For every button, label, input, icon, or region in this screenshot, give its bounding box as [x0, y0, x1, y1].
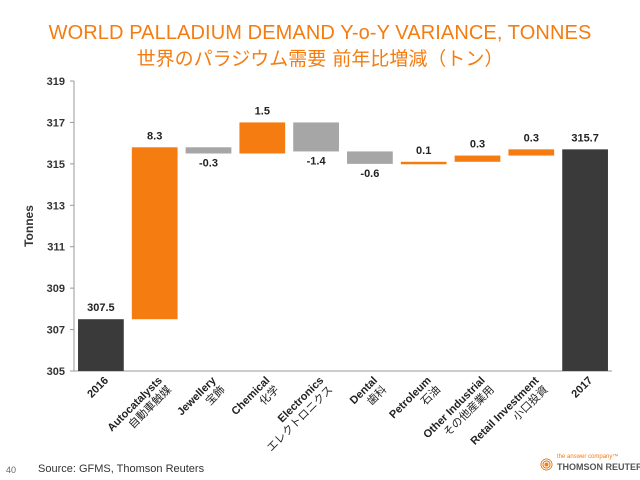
bar-retail-investment — [508, 149, 555, 156]
y-tick-label: 305 — [47, 366, 65, 378]
bar-autocatalysts — [131, 147, 178, 320]
bar-dental — [347, 151, 393, 164]
chart-title: WORLD PALLADIUM DEMAND Y-o-Y VARIANCE, T… — [48, 22, 592, 44]
bar-other-industrial — [454, 155, 501, 162]
category-label-group: 2017 — [569, 375, 595, 401]
chart-subtitle: 世界のパラジウム需要 前年比増減（トン） — [136, 48, 504, 70]
thomson-reuters-logo: the answer company™ THOMSON REUTERS® — [540, 452, 640, 476]
bar-electronics — [293, 122, 339, 152]
y-tick-label: 319 — [47, 76, 65, 88]
data-label: -0.3 — [199, 158, 218, 170]
bar-jewellery — [185, 147, 232, 154]
data-label: 315.7 — [571, 132, 599, 144]
category-label-group: 2016 — [85, 375, 111, 401]
waterfall-chart: 305 307 309 311 313 315 317 319 Tonnes 307.5 2016 8… — [22, 76, 612, 454]
y-tick-label: 311 — [47, 242, 65, 254]
y-tick-label: 307 — [47, 325, 65, 337]
data-label: 307.5 — [87, 302, 115, 314]
y-tick-label: 317 — [47, 117, 65, 129]
data-label: 0.1 — [416, 145, 431, 157]
data-label: -0.6 — [360, 168, 379, 180]
data-label: -1.4 — [307, 155, 327, 167]
bar-chemical — [239, 122, 286, 154]
y-tick-label: 315 — [47, 159, 65, 171]
logo-tagline: the answer company™ — [557, 454, 619, 460]
y-axis-title: Tonnes — [22, 205, 36, 247]
y-tick-label: 309 — [47, 283, 65, 295]
data-label: 0.3 — [524, 132, 539, 144]
y-tick-label: 313 — [47, 200, 65, 212]
category-label: 2016 — [85, 375, 111, 401]
data-label: 8.3 — [147, 130, 162, 142]
data-label: 0.3 — [470, 139, 485, 151]
logo-dot-icon — [540, 458, 553, 471]
data-label: 1.5 — [255, 105, 270, 117]
category-label: 2017 — [569, 375, 595, 401]
source-note: Source: GFMS, Thomson Reuters — [38, 463, 205, 475]
bar-2017 — [562, 149, 608, 371]
bar-petroleum — [400, 161, 447, 165]
logo-name: THOMSON REUTERS® — [557, 462, 640, 472]
bar-2016 — [78, 319, 124, 371]
page-number: 40 — [6, 465, 17, 475]
